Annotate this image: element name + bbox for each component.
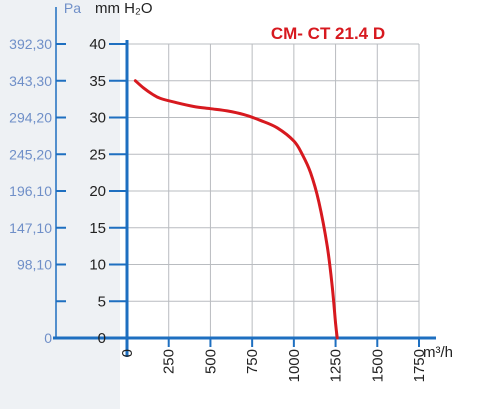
x-tick-label: 1750 bbox=[411, 349, 428, 382]
y-tick-label: 25 bbox=[89, 146, 106, 163]
pa-tick-label: 392,30 bbox=[9, 36, 52, 52]
y-tick-label: 15 bbox=[89, 220, 106, 237]
y-tick-label: 40 bbox=[89, 36, 106, 53]
x-axis-label: m³/h bbox=[423, 344, 453, 361]
pa-tick-label: 147,10 bbox=[9, 220, 52, 236]
y-tick-label: 30 bbox=[89, 110, 106, 127]
mm-axis-label: mm H₂O bbox=[95, 0, 152, 17]
pa-tick-label: 245,20 bbox=[9, 146, 52, 162]
y-tick-label: 0 bbox=[98, 330, 106, 347]
x-tick-label: 1000 bbox=[286, 349, 303, 382]
x-tick-label: 1250 bbox=[328, 349, 345, 382]
pa-tick-label: 294,20 bbox=[9, 110, 52, 126]
chart-title: CM- CT 21.4 D bbox=[271, 24, 385, 43]
pa-tick-label: 196,10 bbox=[9, 183, 52, 199]
y-tick-label: 5 bbox=[98, 293, 106, 310]
x-tick-label: 0 bbox=[119, 349, 136, 357]
x-tick-label: 500 bbox=[202, 349, 219, 374]
series-line bbox=[133, 79, 339, 340]
ticks: 0 0 5 10 98,10 15 147,10 20 196,10 25 245,20 30 294,… bbox=[9, 36, 428, 382]
left-background bbox=[0, 0, 120, 409]
pa-tick-label: 0 bbox=[44, 330, 52, 346]
pa-tick-label: 98,10 bbox=[17, 257, 52, 273]
x-tick-label: 250 bbox=[161, 349, 178, 374]
x-tick-label: 750 bbox=[244, 349, 261, 374]
grid bbox=[127, 43, 420, 338]
y-tick-label: 20 bbox=[89, 183, 106, 200]
y-tick-label: 10 bbox=[89, 257, 106, 274]
pa-axis-label: Pa bbox=[64, 0, 81, 16]
x-tick-label: 1500 bbox=[369, 349, 386, 382]
pa-tick-label: 343,30 bbox=[9, 73, 52, 89]
y-tick-label: 35 bbox=[89, 73, 106, 90]
